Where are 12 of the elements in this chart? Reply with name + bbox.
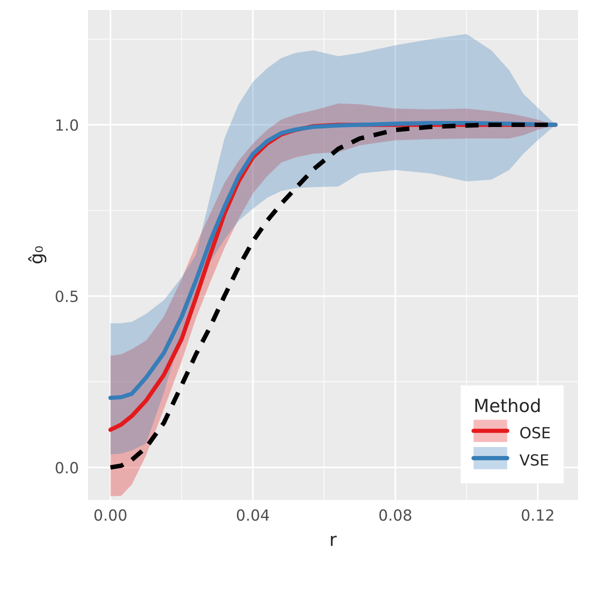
y-tick-label: 0.5 — [56, 290, 78, 302]
x-axis-title: r — [330, 536, 337, 546]
y-tick-label: 0.0 — [56, 462, 78, 474]
x-tick-label: 0.12 — [522, 509, 554, 521]
y-tick-label: 1.0 — [56, 119, 78, 131]
legend-title: Method — [475, 398, 540, 412]
legend-label: OSE — [520, 426, 550, 438]
x-tick-label: 0.00 — [94, 509, 126, 521]
y-axis-title: ĝ₀ — [28, 246, 46, 264]
legend-label: VSE — [520, 454, 548, 466]
x-tick-label: 0.08 — [379, 509, 412, 521]
x-tick-label: 0.04 — [236, 509, 270, 521]
